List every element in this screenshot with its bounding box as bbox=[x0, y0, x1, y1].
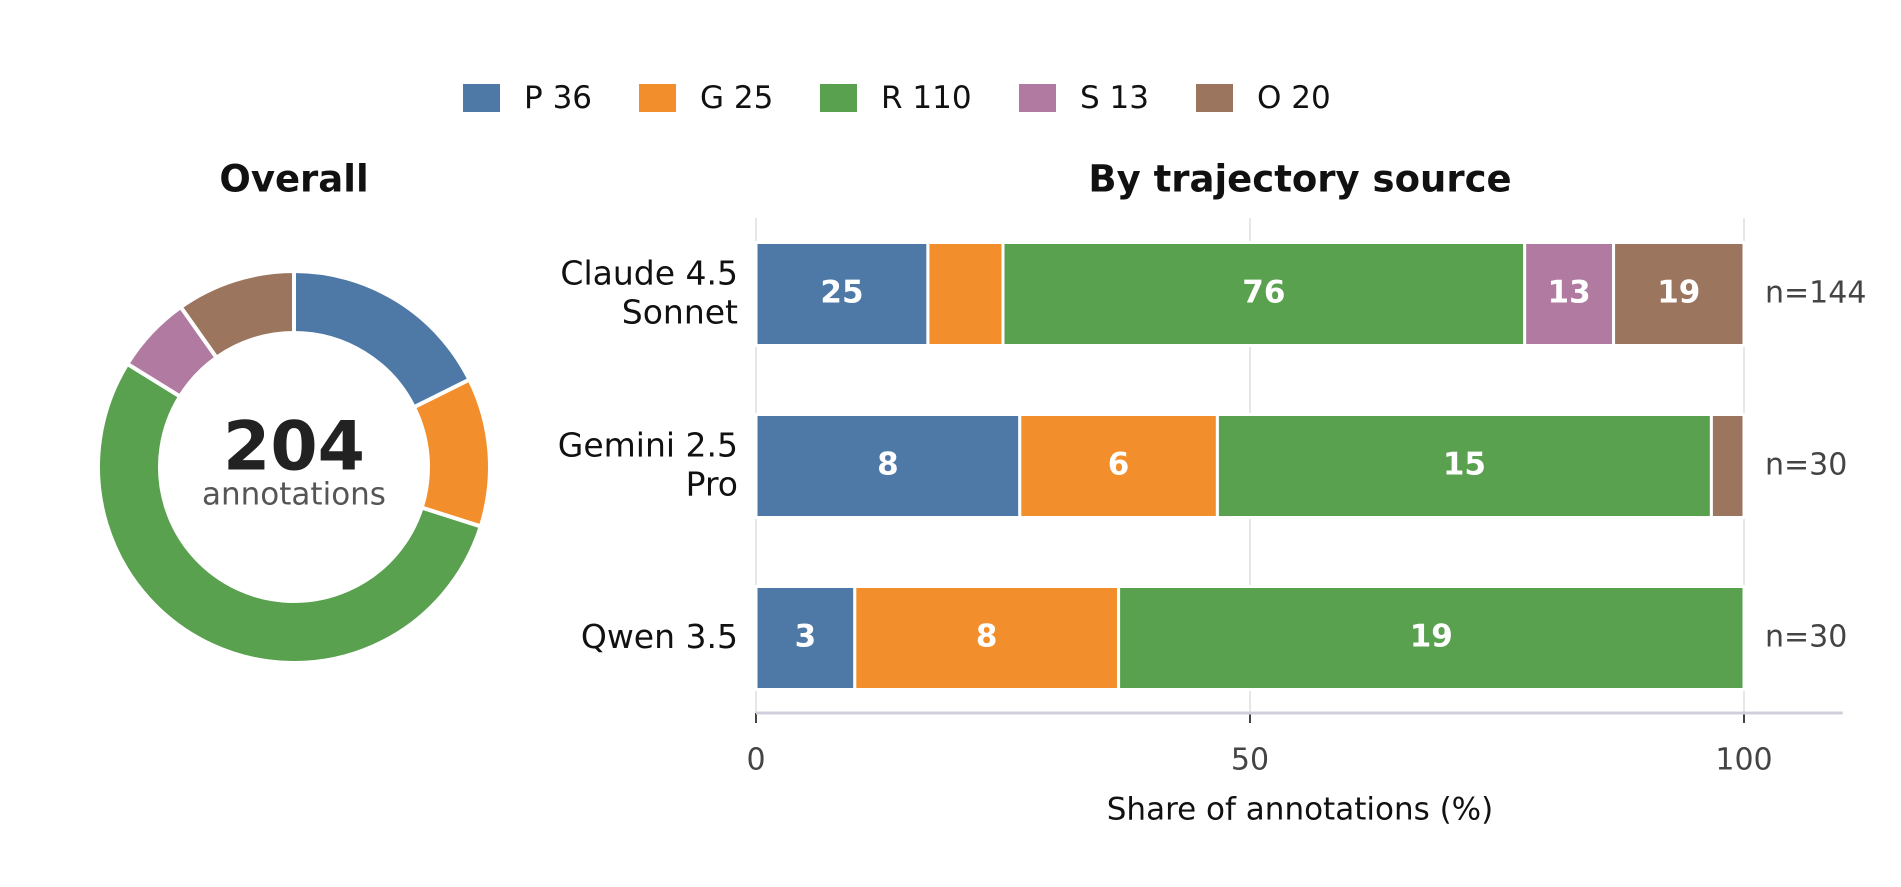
bar-count-label: 19 bbox=[1410, 619, 1453, 655]
legend-swatch bbox=[820, 84, 857, 112]
legend-label: G 25 bbox=[700, 80, 773, 116]
bar-segment bbox=[754, 241, 930, 347]
legend-name: P bbox=[524, 80, 543, 116]
bar-count-label: 8 bbox=[877, 447, 899, 483]
legend-swatch bbox=[1019, 84, 1056, 112]
legend-name: O bbox=[1257, 80, 1281, 116]
bar-count-label: 13 bbox=[1548, 275, 1591, 311]
n-label: n=30 bbox=[1765, 620, 1847, 655]
bar-segment bbox=[754, 413, 1022, 519]
legend-name: G bbox=[700, 80, 724, 116]
bar-segment bbox=[1523, 241, 1616, 347]
legend-label: P 36 bbox=[524, 80, 592, 116]
legend-label: O 20 bbox=[1257, 80, 1331, 116]
legend-name: S bbox=[1080, 80, 1100, 116]
donut-slice bbox=[411, 376, 492, 529]
donut-slice bbox=[177, 268, 296, 361]
legend-value: 20 bbox=[1291, 80, 1330, 116]
legend-name: R bbox=[881, 80, 903, 116]
donut-slice bbox=[96, 361, 484, 665]
bar-segment bbox=[1612, 241, 1746, 347]
bar-count-label: 25 bbox=[820, 275, 863, 311]
legend-label: S 13 bbox=[1080, 80, 1149, 116]
donut-center-label: annotations bbox=[202, 477, 386, 513]
bar-segment bbox=[926, 241, 1005, 347]
bar-count-label: 76 bbox=[1242, 275, 1285, 311]
bar-count-label: 15 bbox=[1443, 447, 1486, 483]
legend-value: 36 bbox=[553, 80, 592, 116]
legend-swatch bbox=[639, 84, 676, 112]
legend-swatch bbox=[463, 84, 500, 112]
bar-count-label: 8 bbox=[976, 619, 998, 655]
y-tick-label: Claude 4.5 Sonnet bbox=[560, 253, 738, 331]
bar-segment bbox=[1117, 585, 1746, 691]
donut-title: Overall bbox=[219, 158, 368, 201]
n-label: n=144 bbox=[1765, 276, 1866, 311]
y-tick-label: Gemini 2.5 Pro bbox=[558, 425, 738, 503]
donut-center-value: 204 bbox=[223, 408, 365, 487]
bar-count-label: 3 bbox=[795, 619, 817, 655]
legend-value: 110 bbox=[912, 80, 971, 116]
legend-value: 13 bbox=[1110, 80, 1149, 116]
bar-title: By trajectory source bbox=[1088, 158, 1511, 201]
legend-swatch bbox=[1196, 84, 1233, 112]
bar-segment bbox=[1018, 413, 1219, 519]
n-label: n=30 bbox=[1765, 448, 1847, 483]
y-tick-label: Qwen 3.5 bbox=[581, 617, 738, 656]
bar-count-label: 19 bbox=[1657, 275, 1700, 311]
x-tick-label: 50 bbox=[1231, 743, 1269, 778]
x-tick-label: 0 bbox=[746, 743, 765, 778]
legend-value: 25 bbox=[734, 80, 773, 116]
bar-count-label: 6 bbox=[1108, 447, 1130, 483]
legend-label: R 110 bbox=[881, 80, 972, 116]
bar-segment bbox=[1709, 413, 1746, 519]
bar-segment bbox=[754, 585, 857, 691]
x-axis-label: Share of annotations (%) bbox=[1107, 792, 1494, 828]
x-tick-label: 100 bbox=[1715, 743, 1772, 778]
